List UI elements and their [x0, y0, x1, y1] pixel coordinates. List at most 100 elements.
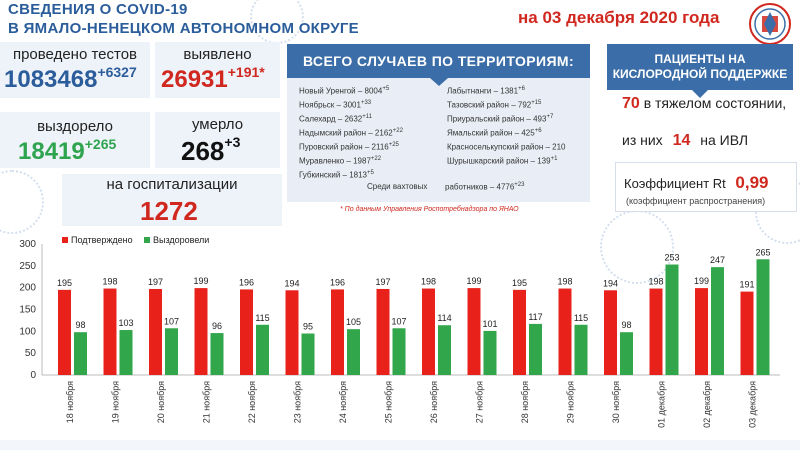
data-label: 115 — [255, 313, 269, 323]
tests-delta: +6327 — [97, 64, 137, 80]
died-card: умерло 268+3 — [155, 112, 280, 168]
data-label: 198 — [648, 277, 663, 287]
bar-confirmed — [695, 288, 708, 375]
bar-confirmed — [376, 288, 390, 375]
x-tick-label: 28 ноября — [520, 381, 530, 423]
data-label: 196 — [239, 277, 254, 287]
x-tick-label: 30 ноября — [611, 381, 621, 423]
territory-item: Красноселькупский район – 210 — [447, 142, 566, 152]
data-label: 105 — [346, 317, 361, 327]
data-label: 253 — [664, 253, 679, 263]
legend-swatch — [62, 237, 68, 243]
title-line-1: СВЕДЕНИЯ О COVID-19 — [8, 1, 188, 18]
data-label: 196 — [330, 277, 345, 287]
bottom-strip — [0, 440, 800, 450]
legend-swatch — [144, 237, 150, 243]
bar-confirmed — [604, 290, 617, 375]
x-tick-label: 01 декабря — [657, 381, 667, 428]
territory-item: Салехард – 2632+11 — [299, 114, 372, 124]
data-label: 197 — [375, 277, 390, 287]
rt-box: Коэффициент Rt 0,99 (коэффициент распрос… — [615, 162, 797, 212]
territory-item: Губкинский – 1813+5 — [299, 170, 374, 180]
bar-confirmed — [422, 288, 435, 375]
x-tick-label: 03 декабря — [748, 381, 758, 428]
bar-recovered — [392, 328, 406, 375]
territory-item: Шурышкарский район – 139+1 — [447, 156, 558, 166]
ivl-value: 14 — [672, 132, 691, 149]
territory-item: Ямальский район – 425+6 — [447, 128, 542, 138]
bar-recovered — [711, 267, 724, 375]
bar-recovered — [347, 329, 360, 375]
tests-value: 1083468+6327 — [4, 64, 137, 93]
hospital-card: на госпитализации 1272 — [62, 174, 282, 226]
y-tick-label: 100 — [19, 326, 36, 337]
bar-recovered — [210, 333, 224, 375]
x-tick-label: 22 ноября — [247, 381, 257, 423]
tests-label: проведено тестов — [12, 46, 138, 63]
y-tick-label: 50 — [25, 348, 37, 359]
data-label: 195 — [512, 278, 527, 288]
severe-text: в тяжелом состоянии, — [643, 95, 787, 111]
data-label: 199 — [694, 276, 709, 286]
bar-recovered — [574, 324, 588, 375]
bar-recovered — [620, 332, 633, 375]
hospital-label: на госпитализации — [106, 176, 238, 193]
detected-value: 26931+191* — [161, 64, 265, 93]
territory-item: Пуровский район – 2116+25 — [299, 142, 399, 152]
bar-confirmed — [649, 288, 663, 375]
hospital-value: 1272 — [140, 196, 198, 226]
data-label: 115 — [574, 313, 588, 323]
data-label: 194 — [603, 278, 618, 288]
died-delta: +3 — [224, 134, 241, 150]
territory-item: Лабытнанги – 1381+6 — [447, 86, 525, 96]
territory-item: Новый Уренгой – 8004+5 — [299, 86, 390, 96]
bar-recovered — [483, 330, 497, 375]
territory-title: ВСЕГО СЛУЧАЕВ ПО ТЕРРИТОРИЯМ: — [287, 44, 590, 86]
died-label: умерло — [191, 116, 244, 133]
territory-panel: ВСЕГО СЛУЧАЕВ ПО ТЕРРИТОРИЯМ: Новый Урен… — [287, 44, 590, 202]
bar-confirmed — [103, 288, 117, 375]
bar-confirmed — [194, 288, 208, 375]
territory-item: Ноябрьск – 3001+33 — [299, 100, 372, 110]
x-tick-label: 24 ноября — [338, 381, 348, 423]
data-label: 117 — [528, 312, 542, 322]
title-line-2: В ЯМАЛО-НЕНЕЦКОМ АВТОНОМНОМ ОКРУГЕ — [8, 20, 359, 37]
bar-recovered — [438, 325, 451, 375]
x-tick-label: 26 ноября — [429, 381, 439, 423]
bar-confirmed — [240, 289, 253, 375]
data-label: 107 — [164, 316, 179, 326]
data-label: 114 — [437, 313, 451, 323]
page-title: СВЕДЕНИЯ О COVID-19 В ЯМАЛО-НЕНЕЦКОМ АВТ… — [8, 0, 359, 38]
data-label: 198 — [102, 277, 117, 287]
data-label: 199 — [466, 276, 481, 286]
legend-label: Выздоровели — [153, 235, 209, 245]
bar-confirmed — [740, 291, 754, 375]
recovered-delta: +265 — [84, 136, 117, 152]
virus-decoration-icon — [0, 170, 44, 234]
data-label: 101 — [482, 319, 497, 329]
rt-label: Коэффициент Rt — [624, 176, 726, 191]
data-label: 265 — [755, 247, 770, 257]
bar-recovered — [301, 333, 315, 375]
data-label: 198 — [421, 277, 436, 287]
bar-recovered — [756, 259, 770, 375]
rt-note: (коэффициент распространения) — [626, 196, 766, 206]
shift-workers-text-a: Среди вахтовых — [367, 182, 428, 191]
x-tick-label: 21 ноября — [202, 381, 212, 423]
rt-row: Коэффициент Rt 0,99 — [624, 173, 769, 193]
source-note: * По данным Управления Роспотребнадзора … — [340, 206, 519, 213]
daily-cases-chart: Подтверждено Выздоровели 0 50 100 150 200 250 3… — [19, 235, 780, 428]
data-label: 96 — [212, 321, 222, 331]
recovered-card: выздорело 18419+265 — [0, 112, 150, 168]
territory-item: Муравленко – 1987+22 — [299, 156, 382, 166]
oxygen-title-line-2: КИСЛОРОДНОЙ ПОДДЕРЖКЕ — [612, 67, 788, 81]
data-label: 107 — [391, 316, 406, 326]
bar-confirmed — [513, 289, 526, 375]
territory-item: Надымский район – 2162+22 — [299, 128, 403, 138]
bar-confirmed — [331, 289, 344, 375]
x-tick-label: 20 ноября — [156, 381, 166, 423]
y-tick-label: 150 — [19, 305, 36, 316]
bar-recovered — [256, 324, 269, 375]
x-tick-label: 27 ноября — [475, 381, 485, 423]
detected-label: выявлено — [183, 46, 252, 63]
